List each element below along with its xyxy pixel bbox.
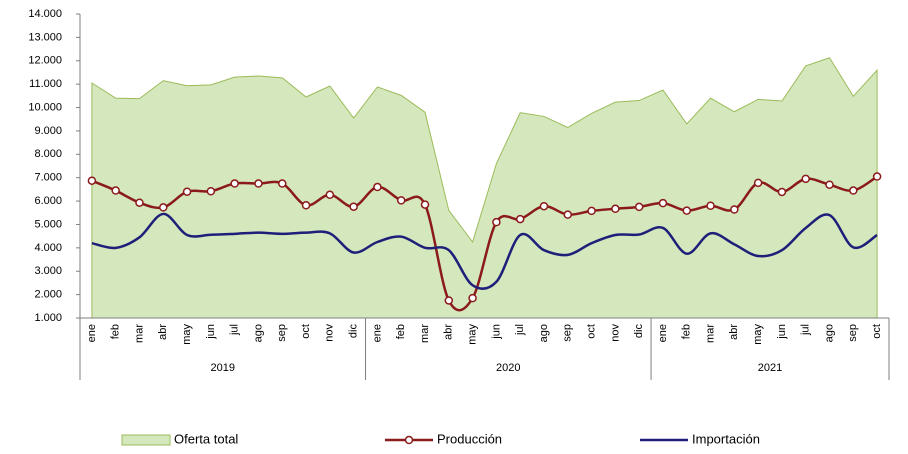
marker: [111, 186, 120, 195]
x-tick-label: ene: [86, 324, 98, 342]
y-tick-label: 14.000: [28, 8, 62, 20]
x-tick-label: ene: [371, 324, 383, 342]
x-group-label: 2019: [211, 362, 235, 374]
y-tick-label: 1.000: [34, 312, 62, 324]
x-tick-label: feb: [681, 324, 693, 339]
x-tick-label: may: [752, 324, 764, 345]
x-group-label: 2020: [496, 362, 520, 374]
x-tick-label: abr: [157, 324, 169, 340]
marker: [825, 180, 834, 189]
legend-label: Importación: [692, 431, 760, 446]
y-tick-label: 12.000: [28, 55, 62, 67]
y-tick-label: 7.000: [34, 172, 62, 184]
x-tick-label: dic: [348, 324, 360, 339]
marker: [468, 293, 477, 303]
x-tick-label: jul: [229, 324, 241, 336]
marker: [563, 210, 573, 219]
x-tick-label: jun: [490, 324, 502, 340]
marker: [753, 178, 763, 188]
marker: [87, 176, 97, 185]
x-tick-label: mar: [419, 324, 431, 343]
x-tick-label: abr: [728, 324, 740, 340]
x-tick-label: oct: [585, 324, 597, 339]
marker: [301, 201, 311, 210]
marker: [587, 206, 596, 216]
y-tick-label: 10.000: [28, 101, 62, 113]
marker: [730, 205, 739, 214]
marker: [444, 296, 454, 305]
x-tick-label: feb: [395, 324, 407, 339]
x-group-label: 2021: [758, 362, 782, 374]
y-tick-label: 5.000: [34, 218, 62, 230]
marker: [159, 203, 168, 212]
legend-swatch: [121, 434, 171, 446]
x-tick-label: ago: [538, 324, 550, 342]
y-tick-label: 4.000: [34, 242, 62, 254]
y-tick-label: 11.000: [29, 78, 62, 90]
x-tick-label: dic: [633, 324, 645, 339]
x-tick-label: ene: [657, 324, 669, 342]
x-tick-label: jul: [800, 324, 812, 336]
marker: [135, 198, 144, 207]
marker: [515, 214, 525, 224]
legend-label: Oferta total: [174, 431, 238, 446]
x-tick-label: jul: [514, 324, 526, 336]
marker: [230, 179, 239, 188]
x-tick-label: mar: [704, 324, 716, 343]
x-tick-label: jun: [205, 324, 217, 340]
marker: [658, 198, 668, 208]
marker: [706, 201, 715, 211]
marker: [611, 204, 620, 214]
marker: [539, 201, 549, 211]
x-tick-label: abr: [443, 324, 455, 340]
x-tick-label: nov: [609, 324, 621, 342]
marker: [777, 187, 787, 197]
x-tick-label: ago: [252, 324, 264, 342]
x-tick-label: jun: [776, 324, 788, 340]
x-tick-label: sep: [276, 324, 288, 342]
legend-label: Producción: [437, 431, 502, 446]
marker: [849, 186, 858, 195]
y-tick-label: 8.000: [34, 148, 62, 160]
marker: [254, 179, 263, 188]
y-tick-label: 3.000: [34, 265, 62, 277]
y-tick-label: 9.000: [34, 125, 62, 137]
y-tick-label: 6.000: [34, 195, 62, 207]
marker: [420, 200, 430, 209]
marker: [278, 179, 287, 188]
marker: [206, 187, 216, 196]
x-tick-label: ago: [823, 324, 835, 342]
x-tick-label: oct: [871, 324, 883, 339]
y-tick-label: 13.000: [28, 31, 62, 43]
area: [91, 57, 878, 319]
x-tick-label: nov: [324, 324, 336, 342]
marker: [492, 217, 501, 227]
x-tick-label: may: [467, 324, 479, 345]
marker: [182, 187, 192, 196]
marker: [634, 202, 644, 212]
x-tick-label: mar: [133, 324, 145, 343]
marker: [872, 172, 882, 181]
marker: [325, 190, 335, 200]
x-tick-label: oct: [300, 324, 312, 339]
x-tick-label: feb: [110, 324, 122, 339]
line: [91, 175, 878, 312]
marker: [682, 206, 691, 215]
marker: [349, 202, 358, 211]
x-tick-label: sep: [847, 324, 859, 342]
marker: [801, 174, 810, 184]
marker: [373, 182, 382, 192]
line: [91, 212, 878, 290]
legend-marker: [404, 435, 414, 445]
marker: [396, 196, 406, 205]
x-tick-label: may: [181, 324, 193, 345]
y-tick-label: 2.000: [34, 289, 62, 301]
x-tick-label: sep: [562, 324, 574, 342]
